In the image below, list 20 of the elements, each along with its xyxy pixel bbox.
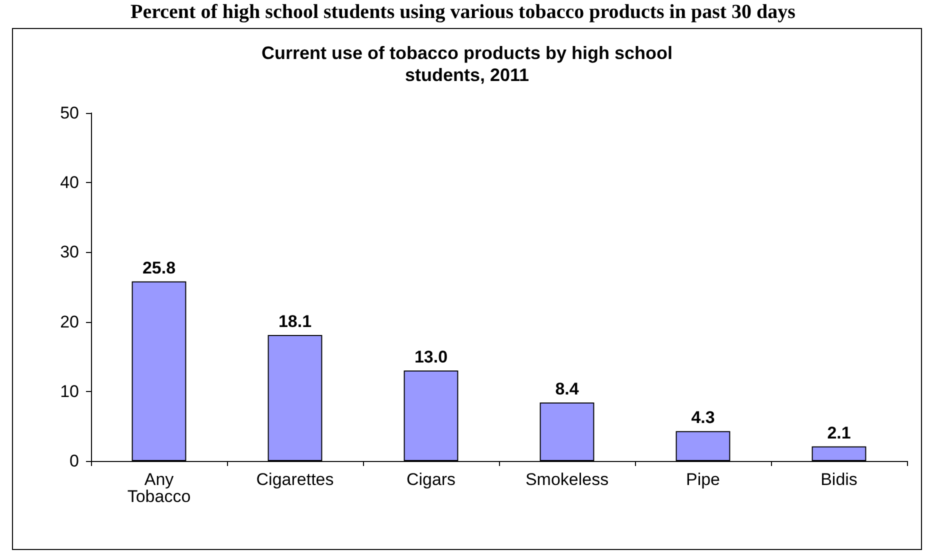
data-label: 18.1 <box>278 312 312 332</box>
x-tick-label: Any Tobacco <box>127 470 191 506</box>
x-tick-label: Cigars <box>406 470 456 489</box>
x-tick-label: Bidis <box>820 470 858 489</box>
y-tick-label: 20 <box>60 312 79 332</box>
data-label: 8.4 <box>555 380 580 399</box>
data-label: 13.0 <box>414 348 448 367</box>
y-tick-label: 40 <box>60 173 79 192</box>
data-label: 2.1 <box>827 423 851 442</box>
x-tick-label: Pipe <box>686 470 720 489</box>
y-tick-label: 50 <box>60 104 79 122</box>
x-tick-label: Smokeless <box>525 470 609 489</box>
chart-title: Current use of tobacco products by high school students, 2011 <box>261 43 673 85</box>
text: Percent of high school students using various tobacco products in past 30 days <box>130 0 796 24</box>
y-tick-label: 10 <box>60 382 79 401</box>
y-tick-label: 0 <box>70 452 79 470</box>
x-tick-label: Cigarettes <box>256 470 334 489</box>
y-tick-label: 30 <box>60 242 79 262</box>
data-label: 4.3 <box>691 408 715 428</box>
data-label: 25.8 <box>142 258 176 278</box>
